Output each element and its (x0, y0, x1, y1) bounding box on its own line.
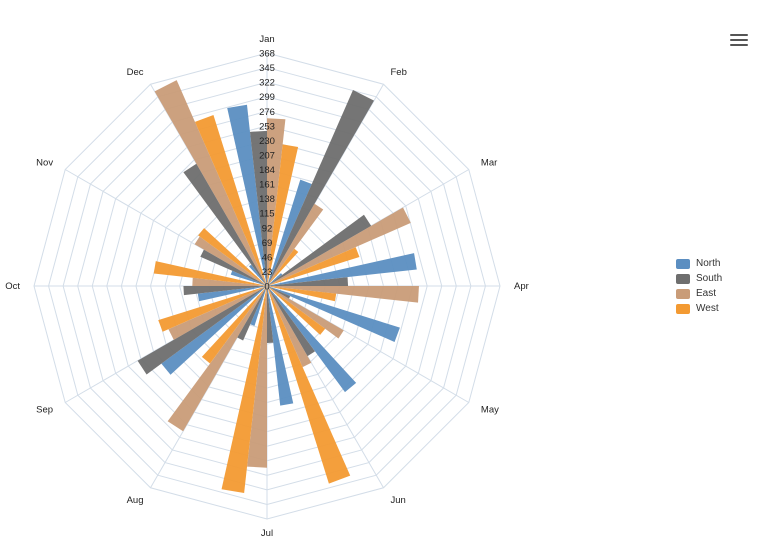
radial-tick-230: 230 (259, 136, 275, 147)
radial-tick-92: 92 (262, 223, 273, 234)
legend-label-south: South (696, 273, 723, 284)
radial-tick-0: 0 (264, 282, 269, 293)
legend: North South East West (676, 256, 722, 316)
bar-north-jul (267, 286, 294, 406)
bar-south-nov (200, 249, 267, 286)
bar-west-feb (267, 248, 299, 286)
category-label-jul: Jul (261, 528, 273, 539)
radial-tick-276: 276 (259, 107, 275, 118)
bar-east-jan (267, 118, 286, 286)
radial-tick-184: 184 (259, 165, 275, 176)
category-label-apr: Apr (514, 281, 529, 292)
bar-west-jan (267, 144, 299, 286)
bar-south-jan (249, 130, 267, 286)
category-label-may: May (481, 405, 499, 416)
bar-south-sep (137, 286, 267, 375)
bar-south-oct (183, 286, 267, 296)
bar-north-may (267, 286, 400, 342)
bar-east-may (267, 286, 344, 339)
bar-north-jan (227, 104, 267, 286)
bar-east-jul (247, 286, 267, 468)
bar-east-sep (168, 286, 267, 340)
legend-swatch-west (676, 303, 690, 314)
bar-south-mar (267, 214, 372, 286)
legend-swatch-east (676, 288, 690, 299)
bar-east-oct (192, 277, 267, 286)
legend-item-west[interactable]: West (676, 301, 722, 316)
bar-north-apr (267, 253, 417, 286)
legend-label-west: West (696, 303, 719, 314)
legend-label-east: East (696, 288, 717, 299)
bar-north-oct (197, 286, 267, 302)
radial-tick-161: 161 (259, 180, 275, 191)
bars (137, 80, 419, 494)
category-label-jun: Jun (391, 495, 406, 506)
radial-tick-299: 299 (259, 92, 275, 103)
category-label-feb: Feb (391, 67, 407, 78)
bar-south-aug (237, 286, 267, 341)
bar-west-nov (198, 228, 267, 286)
legend-label-north: North (696, 258, 721, 269)
bar-east-mar (267, 207, 411, 286)
legend-item-east[interactable]: East (676, 286, 722, 301)
legend-item-south[interactable]: South (676, 271, 722, 286)
radial-tick-138: 138 (259, 194, 275, 205)
bar-west-apr (267, 286, 337, 302)
legend-item-north[interactable]: North (676, 256, 722, 271)
radial-tick-labels: 0 23 46 69 92 115 138 161 184 207 230 253 276 299 322 3… (259, 49, 275, 293)
bar-east-feb (267, 203, 324, 286)
legend-swatch-north (676, 258, 690, 269)
category-label-aug: Aug (127, 495, 144, 506)
radial-tick-69: 69 (262, 238, 273, 249)
legend-swatch-south (676, 273, 690, 284)
bar-south-jun (267, 286, 315, 357)
bar-north-sep (161, 286, 267, 375)
category-labels: Jan Feb Mar Apr May Jun Jul Aug Sep Oct Nov Dec (5, 34, 529, 539)
bar-north-mar (267, 273, 283, 286)
bar-north-dec (248, 264, 267, 286)
bar-west-jul (221, 286, 267, 494)
radial-tick-207: 207 (259, 150, 275, 161)
bar-east-apr (267, 286, 419, 303)
bar-south-apr (267, 277, 349, 286)
category-label-jan: Jan (259, 34, 274, 45)
bar-south-may (267, 286, 291, 299)
bar-south-jul (267, 286, 274, 343)
radial-tick-46: 46 (262, 252, 273, 263)
bar-west-jun (267, 286, 351, 484)
bar-west-mar (267, 247, 360, 286)
bar-east-aug (167, 286, 267, 432)
bar-north-feb (267, 179, 312, 286)
category-label-oct: Oct (5, 281, 20, 292)
radial-tick-368: 368 (259, 49, 275, 60)
category-label-mar: Mar (481, 158, 497, 169)
bar-west-may (267, 286, 326, 335)
bar-north-nov (230, 270, 267, 286)
category-label-nov: Nov (36, 158, 53, 169)
bar-west-sep (158, 286, 267, 332)
bar-west-aug (201, 286, 267, 364)
bar-south-dec (183, 163, 267, 286)
category-label-dec: Dec (127, 67, 144, 78)
category-label-sep: Sep (36, 405, 53, 416)
bar-north-jun (267, 286, 357, 393)
bar-north-aug (250, 286, 267, 326)
radial-tick-253: 253 (259, 121, 275, 132)
grid-spoke-may (266, 285, 470, 403)
hamburger-menu-icon[interactable] (728, 31, 750, 51)
radial-tick-322: 322 (259, 78, 275, 89)
bar-west-dec (194, 115, 267, 286)
bar-east-dec (154, 80, 267, 287)
radial-tick-115: 115 (259, 209, 274, 220)
radial-tick-345: 345 (259, 63, 275, 74)
radial-tick-23: 23 (262, 267, 273, 278)
bar-east-jun (267, 286, 312, 368)
bar-west-oct (153, 261, 267, 286)
bar-south-feb (267, 90, 375, 286)
bar-east-nov (194, 236, 267, 286)
